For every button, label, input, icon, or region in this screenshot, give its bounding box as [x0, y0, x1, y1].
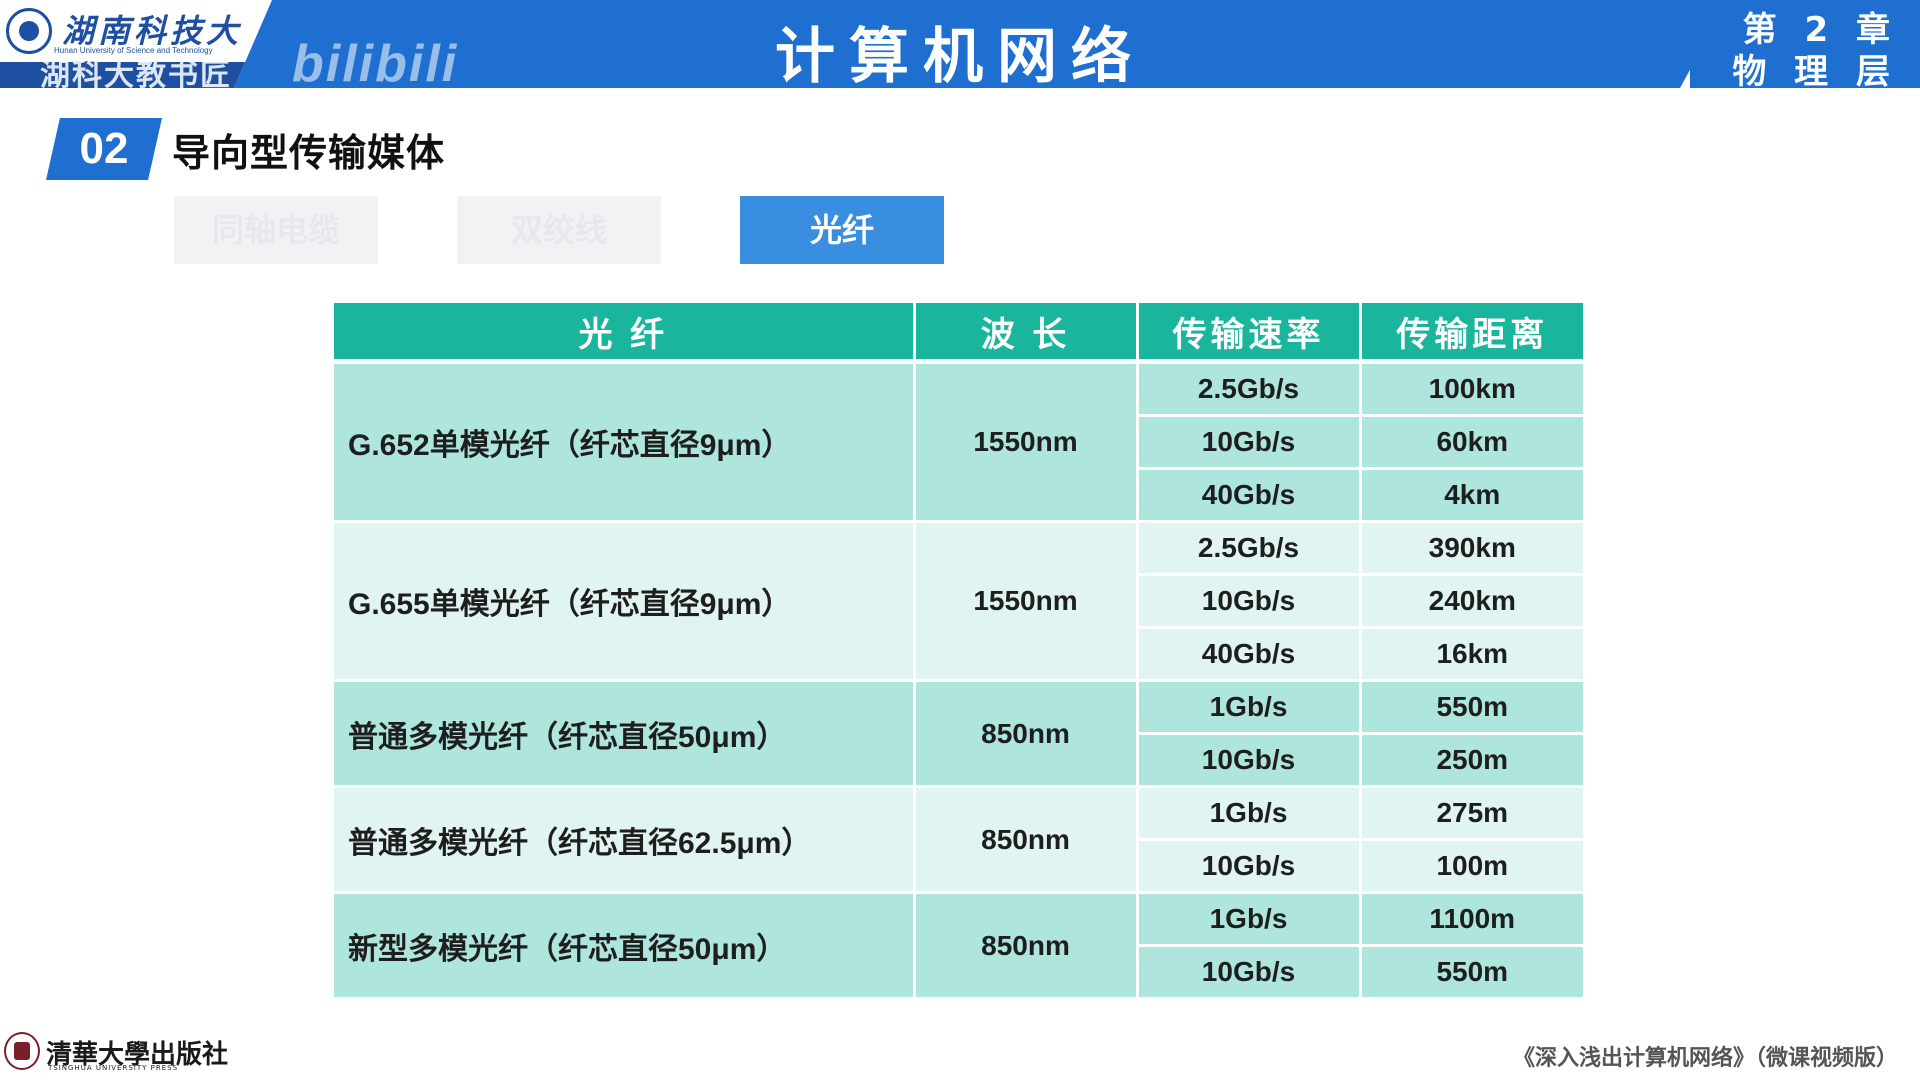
- rate-cell: 1Gb/s: [1137, 786, 1362, 841]
- table-row: 10Gb/s 240km: [334, 574, 1583, 629]
- fiber-name: G.655单模光纤（纤芯直径9μm）: [334, 521, 916, 682]
- distance-cell: 275m: [1360, 786, 1583, 841]
- fiber-spec-table: 光 纤 波 长 传输速率 传输距离 G.652单模光纤（纤芯直径9μm） 155…: [334, 303, 1583, 1000]
- rate-cell: 2.5Gb/s: [1137, 361, 1362, 417]
- rate-cell: 40Gb/s: [1137, 468, 1362, 523]
- distance-cell: 100m: [1360, 839, 1583, 894]
- chapter-name: 物 理 层: [1732, 52, 1898, 92]
- distance-cell: 16km: [1360, 627, 1583, 682]
- rate-cell: 2.5Gb/s: [1137, 521, 1362, 576]
- publisher-name-en: TSINGHUA UNIVERSITY PRESS: [48, 1064, 179, 1072]
- tab-coaxial-cable[interactable]: 同轴电缆: [174, 196, 378, 264]
- rate-cell: 10Gb/s: [1137, 733, 1362, 788]
- tab-optical-fiber[interactable]: 光纤: [740, 196, 944, 264]
- wavelength-cell: 1550nm: [914, 521, 1139, 682]
- watermark-text: 湖科大教书匠: [40, 58, 232, 93]
- rate-cell: 10Gb/s: [1137, 945, 1362, 1000]
- section-number: 02: [46, 118, 162, 180]
- distance-cell: 100km: [1360, 361, 1583, 417]
- table-header-row: 光 纤 波 长 传输速率 传输距离: [334, 303, 1583, 364]
- header-wavelength: 波 长: [914, 303, 1139, 364]
- rate-cell: 40Gb/s: [1137, 627, 1362, 682]
- fiber-group: G.655单模光纤（纤芯直径9μm） 1550nm 2.5Gb/s 390km …: [334, 521, 1583, 682]
- fiber-name: 普通多模光纤（纤芯直径62.5μm）: [334, 786, 916, 894]
- rate-cell: 10Gb/s: [1137, 415, 1362, 470]
- university-logo: 湖南科技大學 Hunan University of Science and T…: [0, 0, 272, 88]
- wavelength-cell: 1550nm: [914, 361, 1139, 523]
- book-title: 《深入浅出计算机网络》（微课视频版）: [1512, 1046, 1898, 1071]
- tab-twisted-pair[interactable]: 双绞线: [457, 196, 661, 264]
- distance-cell: 250m: [1360, 733, 1583, 788]
- header-band: 湖南科技大學 Hunan University of Science and T…: [0, 0, 1920, 93]
- fiber-name: 普通多模光纤（纤芯直径50μm）: [334, 680, 916, 788]
- fiber-name: 新型多模光纤（纤芯直径50μm）: [334, 892, 916, 1000]
- fiber-group: 普通多模光纤（纤芯直径62.5μm） 850nm 1Gb/s 275m 10Gb…: [334, 786, 1583, 894]
- distance-cell: 60km: [1360, 415, 1583, 470]
- distance-cell: 4km: [1360, 468, 1583, 523]
- header-fiber: 光 纤: [334, 303, 916, 364]
- publisher-name: 清華大學出版社: [46, 1040, 229, 1070]
- rate-cell: 10Gb/s: [1137, 574, 1362, 629]
- university-name-en: Hunan University of Science and Technolo…: [54, 46, 213, 55]
- table-row: 40Gb/s 4km: [334, 468, 1583, 523]
- section-title: 导向型传输媒体: [172, 131, 446, 175]
- distance-cell: 240km: [1360, 574, 1583, 629]
- wavelength-cell: 850nm: [914, 892, 1139, 1000]
- table-row: 10Gb/s 250m: [334, 733, 1583, 788]
- wavelength-cell: 850nm: [914, 680, 1139, 788]
- table-row: 普通多模光纤（纤芯直径62.5μm） 850nm 1Gb/s 275m: [334, 786, 1583, 894]
- fiber-group: G.652单模光纤（纤芯直径9μm） 1550nm 2.5Gb/s 100km …: [334, 361, 1583, 523]
- bilibili-watermark-icon: bilibili: [292, 35, 459, 93]
- table-row: G.655单模光纤（纤芯直径9μm） 1550nm 2.5Gb/s 390km: [334, 521, 1583, 682]
- rate-cell: 10Gb/s: [1137, 839, 1362, 894]
- table-row: 10Gb/s 60km: [334, 415, 1583, 470]
- table-row: G.652单模光纤（纤芯直径9μm） 1550nm 2.5Gb/s 100km: [334, 361, 1583, 523]
- header-rate: 传输速率: [1137, 303, 1362, 364]
- fiber-name: G.652单模光纤（纤芯直径9μm）: [334, 361, 916, 523]
- table-row: 10Gb/s 550m: [334, 945, 1583, 1000]
- wavelength-cell: 850nm: [914, 786, 1139, 894]
- table-row: 40Gb/s 16km: [334, 627, 1583, 682]
- rate-cell: 1Gb/s: [1137, 892, 1362, 947]
- table-row: 新型多模光纤（纤芯直径50μm） 850nm 1Gb/s 1100m: [334, 892, 1583, 1000]
- distance-cell: 1100m: [1360, 892, 1583, 947]
- distance-cell: 550m: [1360, 945, 1583, 1000]
- page-title: 计算机网络: [775, 22, 1145, 92]
- rate-cell: 1Gb/s: [1137, 680, 1362, 735]
- university-emblem-icon: [6, 8, 52, 54]
- fiber-group: 普通多模光纤（纤芯直径50μm） 850nm 1Gb/s 550m 10Gb/s…: [334, 680, 1583, 788]
- chapter-badge: 第 2 章 物 理 层: [1690, 0, 1920, 92]
- distance-cell: 390km: [1360, 521, 1583, 576]
- chapter-number: 第 2 章: [1742, 10, 1898, 50]
- distance-cell: 550m: [1360, 680, 1583, 735]
- fiber-group: 新型多模光纤（纤芯直径50μm） 850nm 1Gb/s 1100m 10Gb/…: [334, 892, 1583, 1000]
- table-row: 普通多模光纤（纤芯直径50μm） 850nm 1Gb/s 550m: [334, 680, 1583, 788]
- header-distance: 传输距离: [1360, 303, 1583, 364]
- logo-strip: [0, 62, 250, 88]
- publisher-seal-icon: [4, 1032, 40, 1070]
- table-row: 10Gb/s 100m: [334, 839, 1583, 894]
